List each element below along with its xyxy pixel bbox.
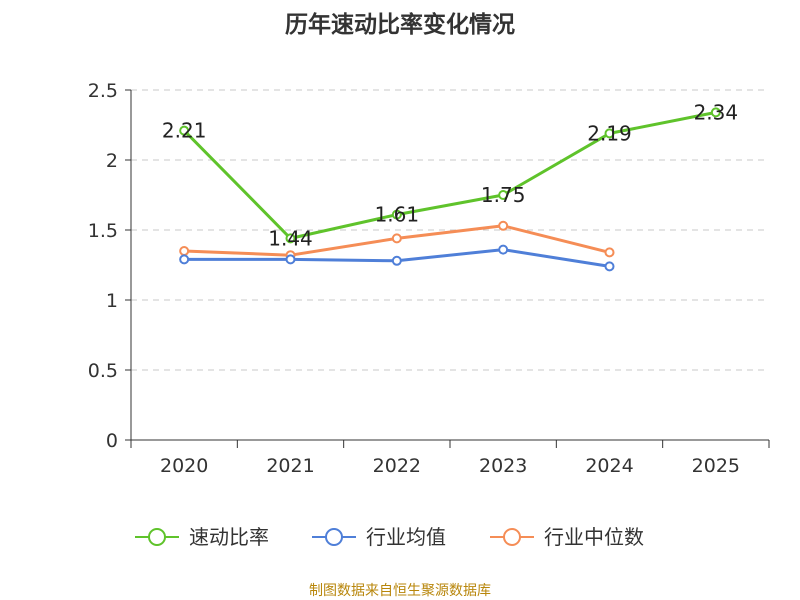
legend-label: 行业均值	[366, 525, 446, 549]
data-label: 2.34	[694, 100, 739, 124]
series-0	[179, 107, 721, 244]
data-point	[498, 220, 509, 231]
x-tick-label: 2024	[585, 455, 633, 477]
series-line	[183, 110, 717, 240]
y-tick-label: 0.5	[88, 360, 118, 382]
data-point	[710, 107, 721, 118]
series-1	[179, 244, 615, 272]
legend-label: 行业中位数	[544, 525, 644, 549]
axes: 0 0.5 1 1.5 2 2.5 2020 2021 2022 2023 2024 2025	[88, 80, 770, 477]
series	[179, 107, 721, 272]
data-point	[285, 254, 296, 265]
data-point	[604, 128, 615, 139]
x-tick-label: 2022	[373, 455, 421, 477]
data-label: 2.19	[587, 121, 632, 145]
chart-title: 历年速动比率变化情况	[285, 11, 515, 38]
y-tick-label: 0	[106, 430, 118, 452]
legend-item-1[interactable]: 行业均值	[312, 525, 446, 549]
data-point	[498, 190, 509, 200]
x-tick-label: 2021	[266, 455, 314, 477]
data-point	[179, 125, 190, 136]
y-tick-label: 1.5	[88, 220, 118, 242]
gridlines	[131, 89, 769, 371]
data-label: 1.61	[375, 203, 420, 227]
data-point	[391, 233, 402, 244]
data-point	[179, 254, 190, 265]
data-point	[391, 255, 402, 266]
data-point	[498, 244, 509, 255]
data-point	[179, 246, 190, 256]
legend-item-0[interactable]: 速动比率	[135, 525, 269, 549]
y-tick-label: 2	[106, 150, 118, 172]
x-tick-label: 2025	[692, 455, 740, 477]
legend-marker-icon	[148, 528, 166, 546]
legend-label: 速动比率	[189, 525, 269, 549]
x-tick-label: 2020	[160, 455, 208, 477]
legend-marker-icon	[325, 528, 343, 546]
data-label: 1.44	[268, 226, 313, 250]
data-labels: 2.21 1.44 1.61 1.75 2.19 2.34	[162, 100, 738, 250]
x-tick-label: 2023	[479, 455, 527, 477]
legend: 速动比率 行业均值 行业中位数	[135, 525, 644, 549]
data-point	[391, 209, 402, 220]
legend-marker-icon	[503, 528, 521, 546]
source-note: 制图数据来自恒生聚源数据库	[309, 583, 491, 599]
data-point	[285, 233, 296, 244]
legend-item-2[interactable]: 行业中位数	[490, 525, 644, 549]
y-tick-label: 2.5	[88, 80, 118, 102]
data-point	[604, 261, 615, 272]
y-tick-label: 1	[106, 290, 118, 312]
series-2	[179, 220, 615, 261]
data-point	[604, 247, 615, 258]
data-label: 2.21	[162, 119, 207, 143]
data-label: 1.75	[481, 183, 526, 207]
